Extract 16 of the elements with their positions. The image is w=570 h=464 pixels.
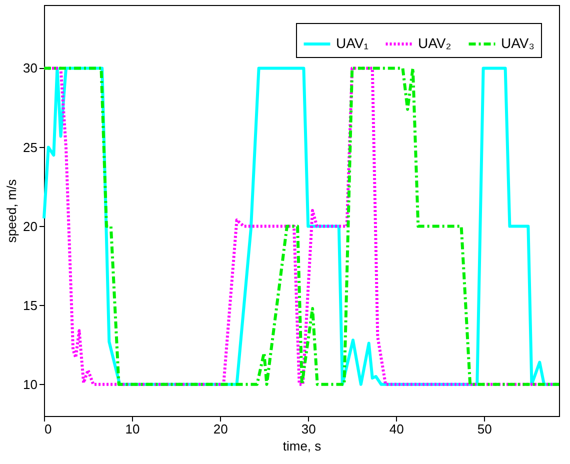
x-tick-label: 10 — [125, 422, 140, 436]
x-tick-label: 30 — [301, 422, 316, 436]
x-axis-title: time, s — [282, 438, 322, 454]
y-tick-label: 30 — [23, 60, 38, 76]
y-axis-title: speed, m/s — [4, 178, 20, 243]
y-tick-label: 10 — [23, 376, 38, 392]
legend-label: UAV₁ — [336, 35, 369, 51]
legend-label: UAV₂ — [418, 35, 452, 51]
x-tick-label: 40 — [389, 422, 404, 436]
y-tick-label: 15 — [23, 298, 38, 313]
y-tick-label: 20 — [23, 218, 38, 234]
x-tick-label: 50 — [477, 422, 492, 436]
x-tick-label: 20 — [213, 422, 228, 436]
x-tick-label: 0 — [44, 422, 52, 436]
legend-label: UAV₃ — [501, 35, 534, 51]
y-tick-label: 25 — [23, 140, 38, 155]
